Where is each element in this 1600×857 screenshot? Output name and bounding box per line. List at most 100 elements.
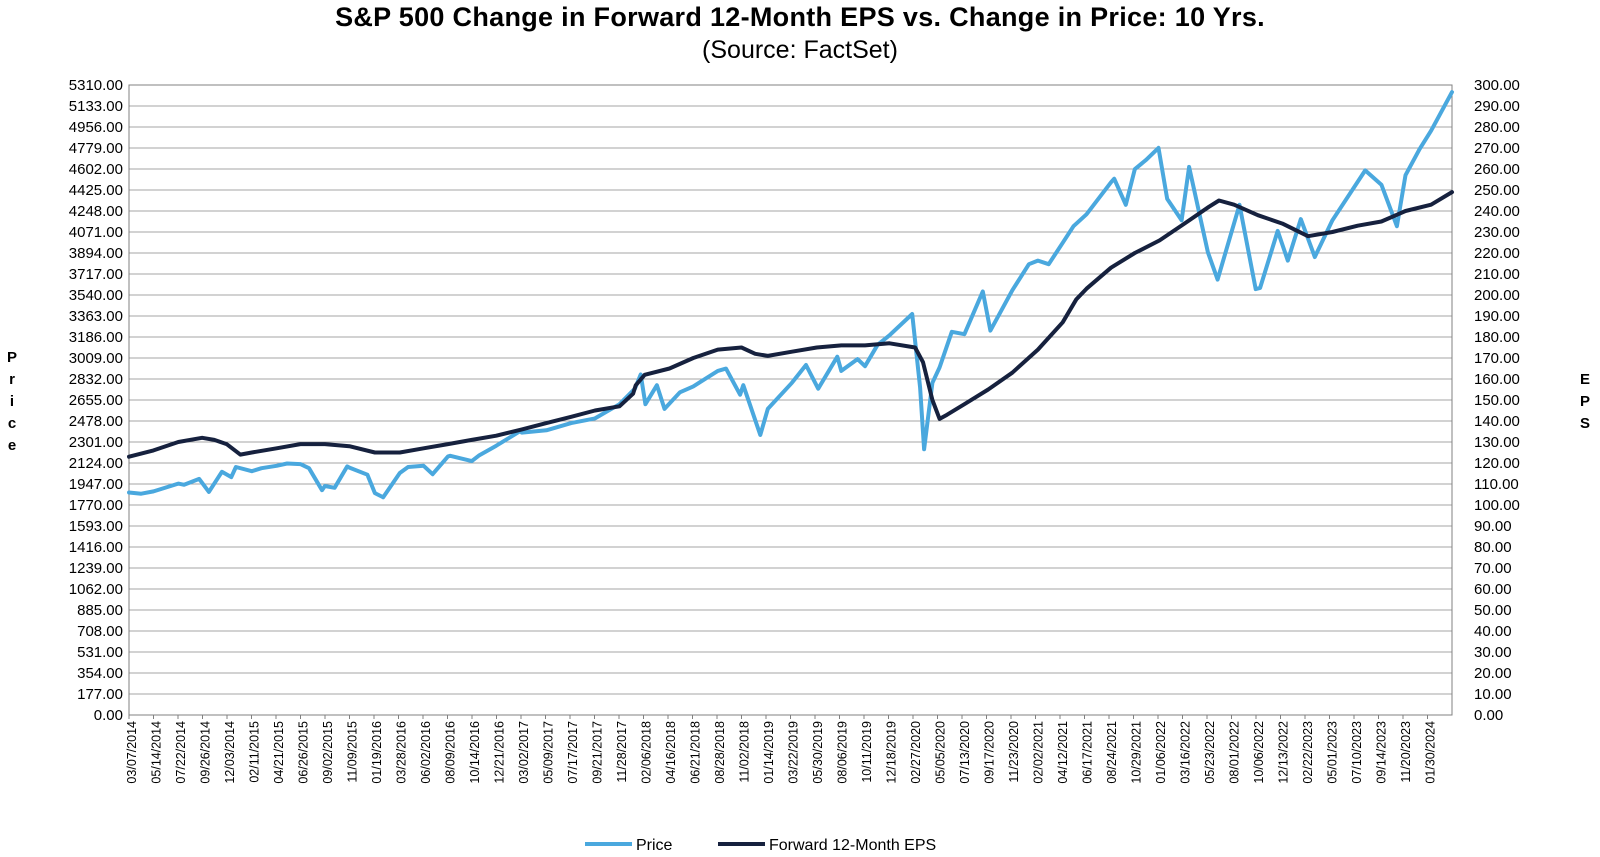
y-tick-label: 1770.00 — [69, 497, 123, 514]
y2-axis-label-letter: P — [1580, 393, 1590, 410]
y-tick-label: 2478.00 — [69, 413, 123, 430]
y-tick-label: 1947.00 — [69, 476, 123, 493]
y-tick-label: 1062.00 — [69, 581, 123, 598]
y-tick-label: 531.00 — [77, 644, 123, 661]
series-line-eps — [127, 190, 1454, 459]
x-tick-label: 03/07/2014 — [125, 721, 139, 784]
left-axis-label: Price — [7, 349, 17, 454]
x-tick-label: 06/17/2021 — [1081, 721, 1095, 784]
x-tick-label: 01/14/2019 — [762, 721, 776, 784]
right-axis-label: EPS — [1580, 371, 1590, 432]
y-tick-label: 4248.00 — [69, 203, 123, 220]
x-tick-label: 11/28/2017 — [615, 721, 629, 783]
x-tick-label: 03/22/2019 — [787, 721, 801, 784]
y2-axis-label-letter: E — [1580, 371, 1590, 388]
y-tick-label: 3540.00 — [69, 287, 123, 304]
y-tick-label: 3717.00 — [69, 266, 123, 283]
x-tick-label: 07/10/2023 — [1350, 721, 1364, 784]
y-axis-label-letter: c — [8, 415, 16, 432]
y2-tick-label: 240.00 — [1474, 203, 1520, 220]
y2-tick-label: 230.00 — [1474, 224, 1520, 241]
legend-label-price: Price — [636, 837, 673, 854]
legend-label-eps: Forward 12-Month EPS — [769, 837, 936, 854]
gridlines — [129, 84, 1452, 716]
x-tick-label: 09/26/2014 — [199, 721, 213, 784]
y-tick-label: 708.00 — [77, 623, 123, 640]
chart-title: S&P 500 Change in Forward 12-Month EPS v… — [335, 2, 1265, 32]
y-tick-label: 0.00 — [94, 707, 123, 724]
y-axis-label-letter: P — [7, 349, 17, 366]
x-tick-label: 08/01/2022 — [1228, 721, 1242, 784]
x-tick-label: 10/06/2022 — [1252, 721, 1266, 784]
x-tick-label: 02/06/2018 — [640, 721, 654, 784]
x-tick-label: 05/09/2017 — [542, 721, 556, 784]
y-tick-label: 1593.00 — [69, 518, 123, 535]
x-tick-label: 09/17/2020 — [983, 721, 997, 784]
y-tick-label: 4602.00 — [69, 161, 123, 178]
y2-tick-label: 210.00 — [1474, 266, 1520, 283]
left-axis-ticks: 0.00 177.00 354.00 531.00 708.00 885.00 1062.0… — [69, 77, 123, 724]
y2-tick-label: 0.00 — [1474, 707, 1503, 724]
x-tick-label: 05/30/2019 — [811, 721, 825, 784]
x-tick-label: 10/14/2016 — [468, 721, 482, 784]
x-tick-label: 03/28/2016 — [395, 721, 409, 784]
y2-tick-label: 30.00 — [1474, 644, 1512, 661]
x-tick-label: 05/01/2023 — [1326, 721, 1340, 784]
y-tick-label: 3894.00 — [69, 245, 123, 262]
y2-tick-label: 180.00 — [1474, 329, 1520, 346]
y2-axis-label-letter: S — [1580, 415, 1590, 432]
y-tick-label: 4956.00 — [69, 119, 123, 136]
y2-tick-label: 130.00 — [1474, 434, 1520, 451]
x-tick-label: 04/12/2021 — [1056, 721, 1070, 784]
x-tick-label: 12/21/2016 — [493, 721, 507, 784]
y2-tick-label: 290.00 — [1474, 98, 1520, 115]
y-tick-label: 354.00 — [77, 665, 123, 682]
right-axis-ticks: 0.00 10.00 20.00 30.00 40.00 50.00 60.00 70.00 8… — [1474, 77, 1520, 724]
y2-tick-label: 110.00 — [1474, 476, 1519, 493]
y2-tick-label: 90.00 — [1474, 518, 1512, 535]
y2-tick-label: 10.00 — [1474, 686, 1512, 703]
x-tick-label: 08/24/2021 — [1105, 721, 1119, 784]
y-tick-label: 2832.00 — [69, 371, 123, 388]
y-tick-label: 4071.00 — [69, 224, 123, 241]
x-tick-label: 02/22/2023 — [1301, 721, 1315, 784]
y2-tick-label: 220.00 — [1474, 245, 1520, 262]
y2-tick-label: 60.00 — [1474, 581, 1512, 598]
y2-tick-label: 200.00 — [1474, 287, 1520, 304]
x-tick-label: 12/03/2014 — [223, 721, 237, 784]
x-tick-label: 03/16/2022 — [1179, 721, 1193, 784]
y-tick-label: 4425.00 — [69, 182, 123, 199]
x-tick-label: 01/19/2016 — [370, 721, 384, 784]
y2-tick-label: 280.00 — [1474, 119, 1520, 136]
x-tick-label: 05/14/2014 — [150, 721, 164, 784]
y-tick-label: 3009.00 — [69, 350, 123, 367]
y-tick-label: 5310.00 — [69, 77, 123, 94]
x-tick-label: 05/05/2020 — [934, 721, 948, 784]
y2-tick-label: 260.00 — [1474, 161, 1520, 178]
y2-tick-label: 160.00 — [1474, 371, 1520, 388]
x-tick-label: 11/09/2015 — [346, 721, 360, 783]
y-axis-label-letter: r — [9, 371, 15, 388]
x-tick-label: 11/02/2018 — [738, 721, 752, 783]
y2-tick-label: 50.00 — [1474, 602, 1512, 619]
x-tick-label: 07/17/2017 — [566, 721, 580, 784]
x-tick-label: 11/23/2020 — [1007, 721, 1021, 783]
y-tick-label: 1416.00 — [69, 539, 123, 556]
x-tick-label: 08/28/2018 — [713, 721, 727, 784]
y2-tick-label: 100.00 — [1474, 497, 1520, 514]
y-axis-label-letter: i — [10, 393, 14, 410]
x-tick-label: 06/21/2018 — [689, 721, 703, 784]
series-layer — [127, 90, 1454, 500]
x-tick-label: 06/02/2016 — [419, 721, 433, 784]
y2-tick-label: 300.00 — [1474, 77, 1520, 94]
y-tick-label: 1239.00 — [69, 560, 123, 577]
x-tick-label: 08/06/2019 — [836, 721, 850, 784]
x-tick-label: 03/02/2017 — [517, 721, 531, 784]
y2-tick-label: 150.00 — [1474, 392, 1520, 409]
y-tick-label: 885.00 — [77, 602, 123, 619]
x-tick-label: 09/14/2023 — [1375, 721, 1389, 784]
x-tick-label: 04/16/2018 — [664, 721, 678, 784]
x-tick-label: 02/27/2020 — [909, 721, 923, 784]
y-tick-label: 3363.00 — [69, 308, 123, 325]
